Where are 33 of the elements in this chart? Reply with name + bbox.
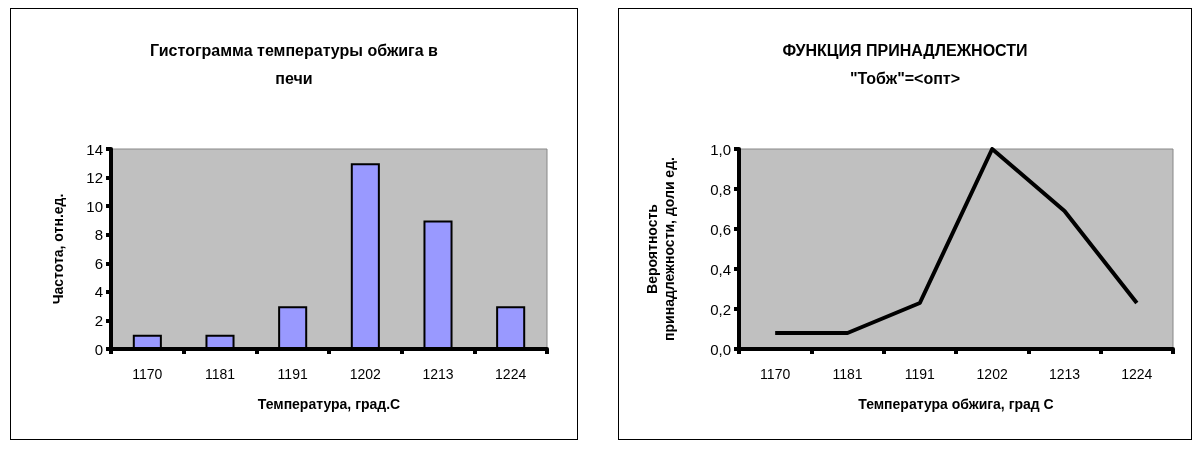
y-axis-title: Частота, отн.ед. <box>49 193 66 305</box>
y-tick-label: 6 <box>94 254 103 272</box>
x-tick-label: 1224 <box>495 366 527 382</box>
y-tick-label: 0,6 <box>710 220 731 238</box>
x-axis-title: Температура обжига, град С <box>858 396 1054 412</box>
x-tick-label: 1181 <box>832 366 863 382</box>
y-axis-title: Вероятность принадлежности, доли ед. <box>643 157 677 341</box>
y-tick-label: 0 <box>94 340 103 358</box>
chart-title: Гистограмма температуры обжига в печи <box>150 41 439 87</box>
x-tick-label: 1170 <box>760 366 791 382</box>
y-tick-label: 8 <box>94 226 103 244</box>
y-tick-label: 14 <box>86 140 103 158</box>
x-tick-label: 1224 <box>1121 366 1153 382</box>
y-tick-label: 0,0 <box>710 340 731 358</box>
x-tick-label: 1191 <box>277 366 308 382</box>
x-tick-label: 1213 <box>422 366 454 382</box>
y-tick-label: 0,2 <box>710 300 731 318</box>
x-tick-label: 1191 <box>904 366 936 382</box>
line-series <box>773 147 1139 335</box>
y-tick-label: 12 <box>86 169 103 187</box>
x-axis-title: Температура, град.С <box>257 396 401 412</box>
y-tick-label: 2 <box>94 311 103 329</box>
y-tick-label: 4 <box>94 283 103 301</box>
y-tick-label: 1,0 <box>710 140 731 158</box>
y-tick-label: 10 <box>86 197 103 215</box>
chart-title: ФУНКЦИЯ ПРИНАДЛЕЖНОСТИ "Тобж"=<опт> <box>782 41 1028 87</box>
x-tick-label: 1202 <box>976 366 1008 382</box>
x-tick-label: 1170 <box>132 366 163 382</box>
x-tick-label: 1213 <box>1048 366 1081 382</box>
x-tick-label: 1202 <box>349 366 382 382</box>
x-tick-label: 1181 <box>204 366 236 382</box>
y-tick-label: 0,4 <box>710 260 731 278</box>
y-tick-label: 0,8 <box>710 180 731 198</box>
